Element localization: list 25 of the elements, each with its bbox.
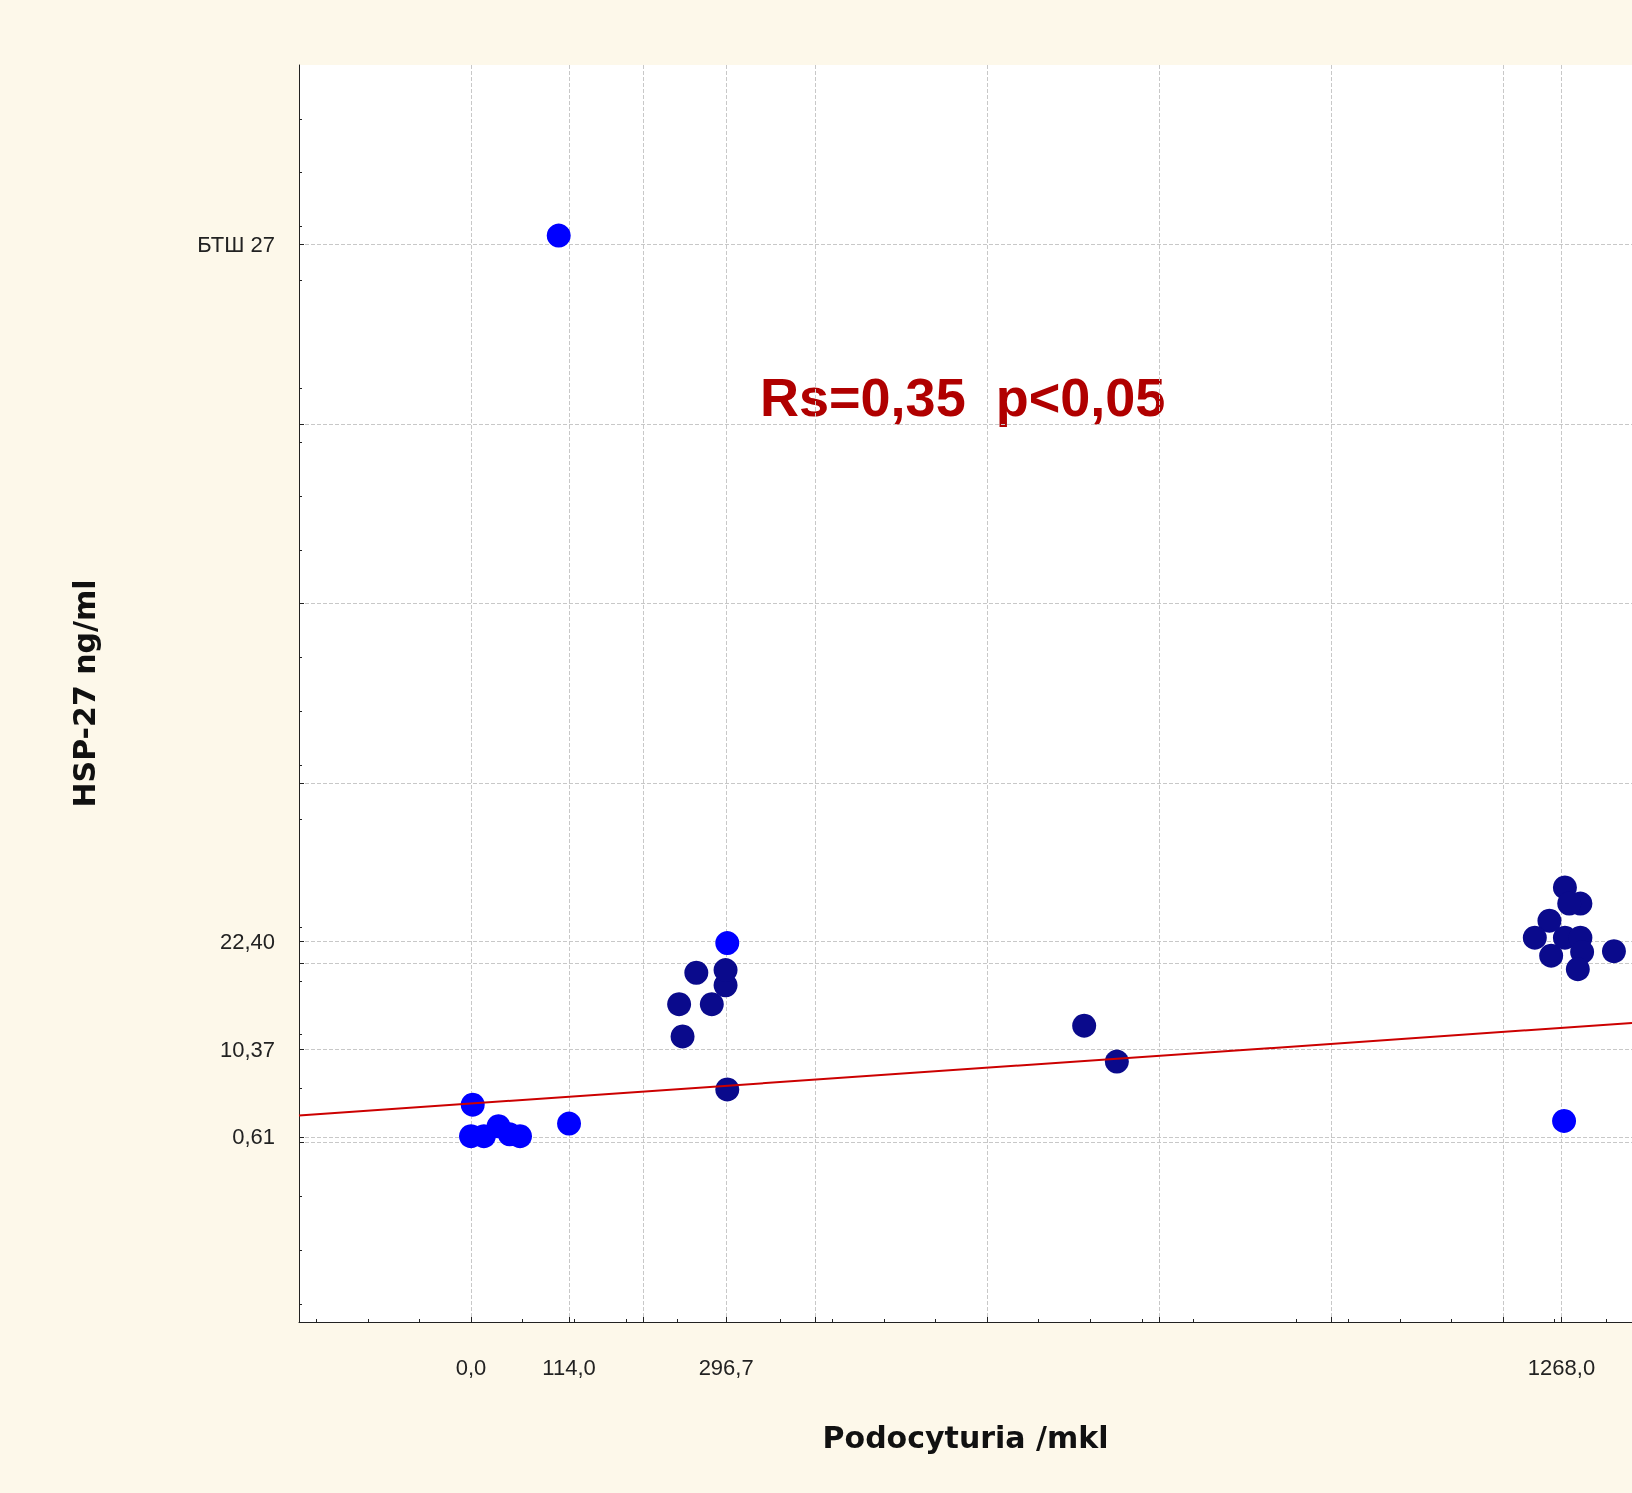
y-tick-label: БТШ 27 <box>197 232 275 258</box>
annotation: Rs=0,35 p<0,05 <box>760 367 1166 427</box>
point <box>1552 1108 1577 1133</box>
point <box>557 1111 582 1136</box>
y-tick-label: 0,61 <box>232 1124 275 1150</box>
point <box>667 992 692 1017</box>
x-tick-label: 0,0 <box>455 1354 487 1380</box>
point <box>1072 1013 1097 1038</box>
point <box>1601 939 1626 964</box>
point <box>1522 925 1547 950</box>
point <box>699 992 724 1017</box>
y-tick-label: 22,40 <box>219 928 275 954</box>
point <box>546 223 571 248</box>
x-tick-label: 114,0 <box>542 1354 596 1380</box>
y-tick-label: 10,37 <box>219 1036 275 1062</box>
x-tick-label: 296,7 <box>698 1354 754 1380</box>
x-axis-title: Podocyturia /mkl <box>822 1419 1109 1455</box>
x-tick-label: 1268,0 <box>1527 1354 1596 1380</box>
point <box>1565 957 1590 982</box>
y-axis-title: HSP-27 ng/ml <box>66 579 102 808</box>
point <box>715 931 740 956</box>
point <box>684 960 709 985</box>
point <box>1537 908 1562 933</box>
point <box>670 1024 695 1049</box>
point <box>1539 943 1564 968</box>
